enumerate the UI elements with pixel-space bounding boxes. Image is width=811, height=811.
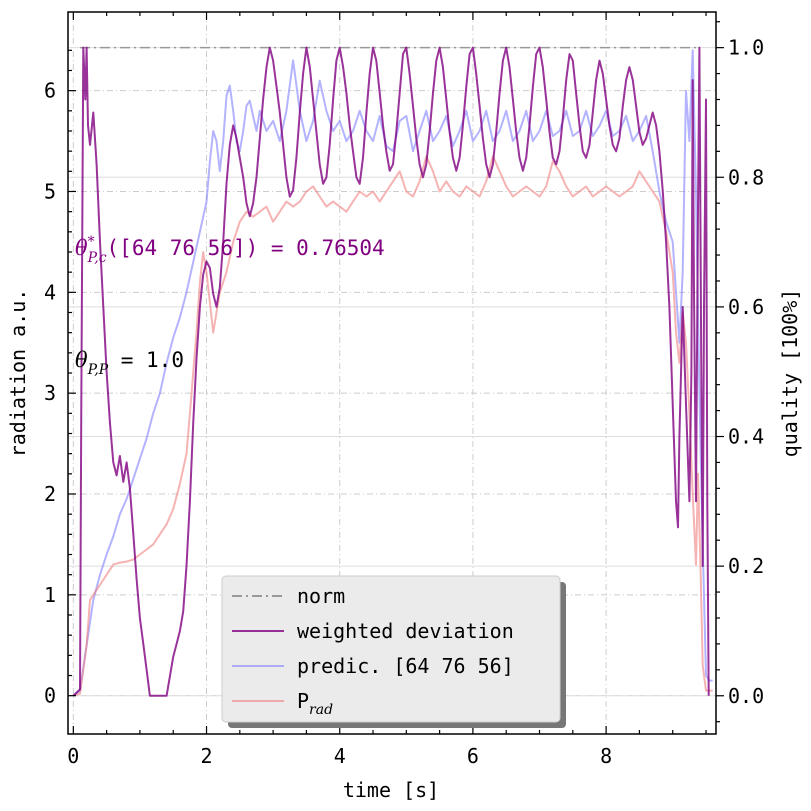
annotation-theta-pc-sup: * bbox=[88, 234, 95, 250]
x-tick-label-0: 0 bbox=[67, 744, 79, 768]
legend-box bbox=[221, 575, 561, 723]
y2-tick-label-1: 0.2 bbox=[728, 554, 764, 578]
y2-axis-label: quality [100%] bbox=[778, 289, 802, 458]
legend: norm weighted deviation predic. [64 76 56]… bbox=[221, 575, 566, 728]
annotation-theta-pp-text: = 1.0 bbox=[108, 348, 184, 372]
y2-tick-label-0: 0.0 bbox=[728, 684, 764, 708]
x-tick-label-4: 8 bbox=[600, 744, 612, 768]
series-line-3 bbox=[73, 155, 713, 697]
y-tick-label-5: 5 bbox=[44, 179, 56, 203]
series-line-1 bbox=[72, 46, 710, 697]
x-tick-label-1: 2 bbox=[201, 744, 213, 768]
annotation-theta-pp-symbol: θ bbox=[75, 348, 88, 372]
annotation-theta-pc-sub: P,c bbox=[87, 250, 107, 266]
annotation-theta-pp: θP,P = 1.0 bbox=[75, 348, 184, 378]
y-tick-label-2: 2 bbox=[44, 482, 56, 506]
y2-tick-label-2: 0.4 bbox=[728, 425, 764, 449]
y-tick-label-6: 6 bbox=[44, 79, 56, 103]
x-tick-label-2: 4 bbox=[334, 744, 346, 768]
annotation-theta-pc-symbol: θ bbox=[75, 236, 88, 260]
annotation-theta-pc-text: ([64 76 56]) = 0.76504 bbox=[107, 236, 385, 260]
annotation-theta-pc: θ* P,c([64 76 56]) = 0.76504 bbox=[75, 234, 385, 266]
y2-tick-label-4: 0.8 bbox=[728, 165, 764, 189]
x-axis-label: time [s] bbox=[343, 778, 439, 802]
x-tick-label-3: 6 bbox=[467, 744, 479, 768]
y2-tick-label-5: 1.0 bbox=[728, 36, 764, 60]
y-axis-label: radiation a.u. bbox=[6, 289, 30, 458]
annotations: θ* P,c([64 76 56]) = 0.76504 θP,P = 1.0 bbox=[75, 234, 385, 378]
legend-label-2: predic. [64 76 56] bbox=[297, 654, 514, 678]
series-layer bbox=[72, 46, 713, 697]
legend-label-3: Prad bbox=[297, 689, 333, 718]
y-tick-label-1: 1 bbox=[44, 583, 56, 607]
legend-label-0: norm bbox=[297, 584, 345, 608]
y-tick-label-4: 4 bbox=[44, 280, 56, 304]
annotation-theta-pp-sub: P,P bbox=[87, 362, 109, 378]
y-tick-label-0: 0 bbox=[44, 684, 56, 708]
y2-tick-label-3: 0.6 bbox=[728, 295, 764, 319]
legend-label-1: weighted deviation bbox=[297, 619, 514, 643]
axes: 0 2 4 6 8 0 1 2 3 4 5 6 0.0 0.2 0.4 0.6 0.8 1.0 bbox=[44, 11, 764, 768]
y-tick-label-3: 3 bbox=[44, 381, 56, 405]
